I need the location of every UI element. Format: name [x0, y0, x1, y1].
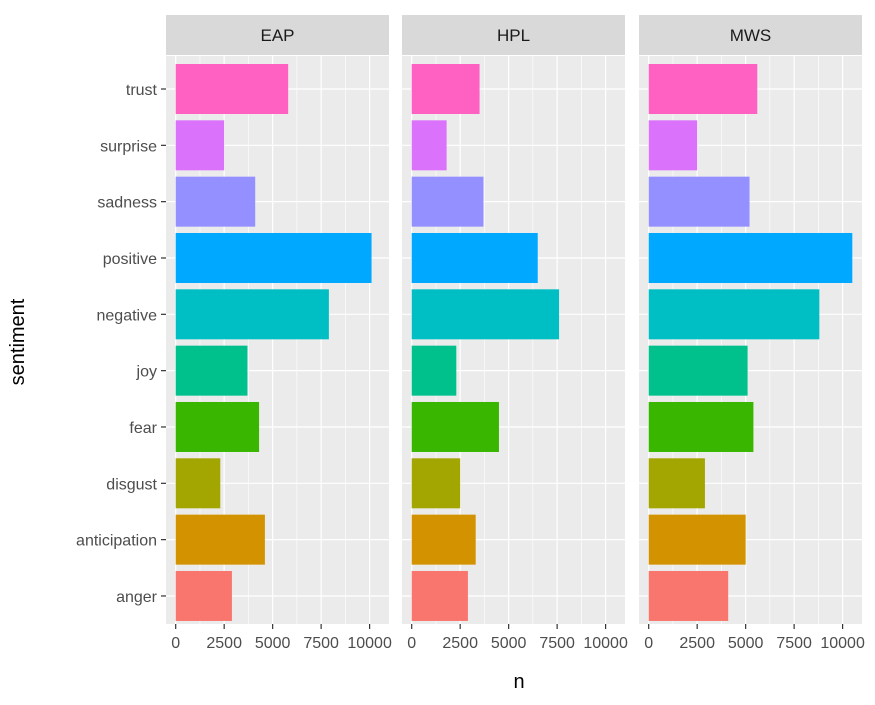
x-tick-label: 7500 [539, 635, 575, 652]
bar-eap-trust [175, 64, 289, 114]
bar-mws-anticipation [648, 514, 746, 565]
x-tick-label: 5000 [255, 635, 291, 652]
facet-strip-eap [166, 15, 389, 55]
facet-label-hpl: HPL [497, 26, 530, 45]
bar-mws-joy [648, 345, 748, 396]
bar-mws-sadness [648, 176, 750, 227]
bar-hpl-trust [411, 64, 480, 114]
y-axis-title: sentiment [7, 298, 29, 385]
bar-mws-fear [648, 401, 754, 452]
bar-eap-negative [175, 289, 329, 340]
y-tick-label-positive: positive [103, 251, 157, 268]
y-tick-label-disgust: disgust [106, 476, 157, 493]
facet-label-mws: MWS [730, 26, 772, 45]
bar-mws-positive [648, 232, 853, 283]
bar-hpl-negative [411, 289, 560, 340]
x-tick-label: 0 [407, 635, 416, 652]
bar-mws-surprise [648, 120, 698, 171]
bar-eap-surprise [175, 120, 225, 171]
bar-hpl-surprise [411, 120, 447, 171]
x-tick-label: 7500 [303, 635, 339, 652]
facet-strip-mws [639, 15, 862, 55]
bar-eap-joy [175, 345, 248, 396]
x-tick-label: 2500 [679, 635, 715, 652]
x-axis-title: n [513, 671, 524, 693]
facet-panel-hpl: HPL 0 2500 5000 7500 10000 [402, 15, 628, 652]
bar-hpl-anticipation [411, 514, 476, 565]
y-tick-label-anticipation: anticipation [76, 533, 157, 550]
bar-hpl-disgust [411, 458, 461, 509]
x-tick-label: 2500 [442, 635, 478, 652]
bar-hpl-fear [411, 401, 499, 452]
facet-panel-eap: EAP 0 2500 5000 7500 10000 [166, 15, 392, 652]
x-tick-label: 10000 [583, 635, 628, 652]
x-tick-label: 10000 [820, 635, 865, 652]
bar-eap-anger [175, 570, 232, 621]
y-tick-label-surprise: surprise [100, 138, 157, 155]
y-tick-label-joy: joy [136, 364, 157, 381]
y-tick-label-negative: negative [97, 307, 158, 324]
facet-label-eap: EAP [260, 26, 294, 45]
y-tick-label-anger: anger [116, 589, 158, 606]
y-tick-label-trust: trust [126, 82, 158, 99]
bar-mws-negative [648, 289, 820, 340]
x-tick-label: 0 [644, 635, 653, 652]
y-tick-label-sadness: sadness [97, 195, 157, 212]
x-tick-label: 5000 [728, 635, 764, 652]
bar-mws-disgust [648, 458, 705, 509]
x-tick-label: 5000 [491, 635, 527, 652]
y-tick-label-fear: fear [129, 420, 157, 437]
bar-hpl-joy [411, 345, 457, 396]
bar-eap-fear [175, 401, 260, 452]
x-tick-label: 0 [171, 635, 180, 652]
bar-eap-anticipation [175, 514, 265, 565]
facet-panel-mws: MWS 0 2500 5000 7500 10000 [639, 15, 865, 652]
bar-eap-disgust [175, 458, 221, 509]
facet-strip-hpl [402, 15, 625, 55]
bar-hpl-sadness [411, 176, 484, 227]
bar-hpl-positive [411, 232, 538, 283]
bar-eap-sadness [175, 176, 256, 227]
x-tick-label: 10000 [347, 635, 392, 652]
bar-mws-trust [648, 64, 758, 114]
bar-hpl-anger [411, 570, 468, 621]
bar-eap-positive [175, 232, 372, 283]
x-tick-label: 7500 [776, 635, 812, 652]
bar-mws-anger [648, 570, 729, 621]
x-tick-label: 2500 [206, 635, 242, 652]
